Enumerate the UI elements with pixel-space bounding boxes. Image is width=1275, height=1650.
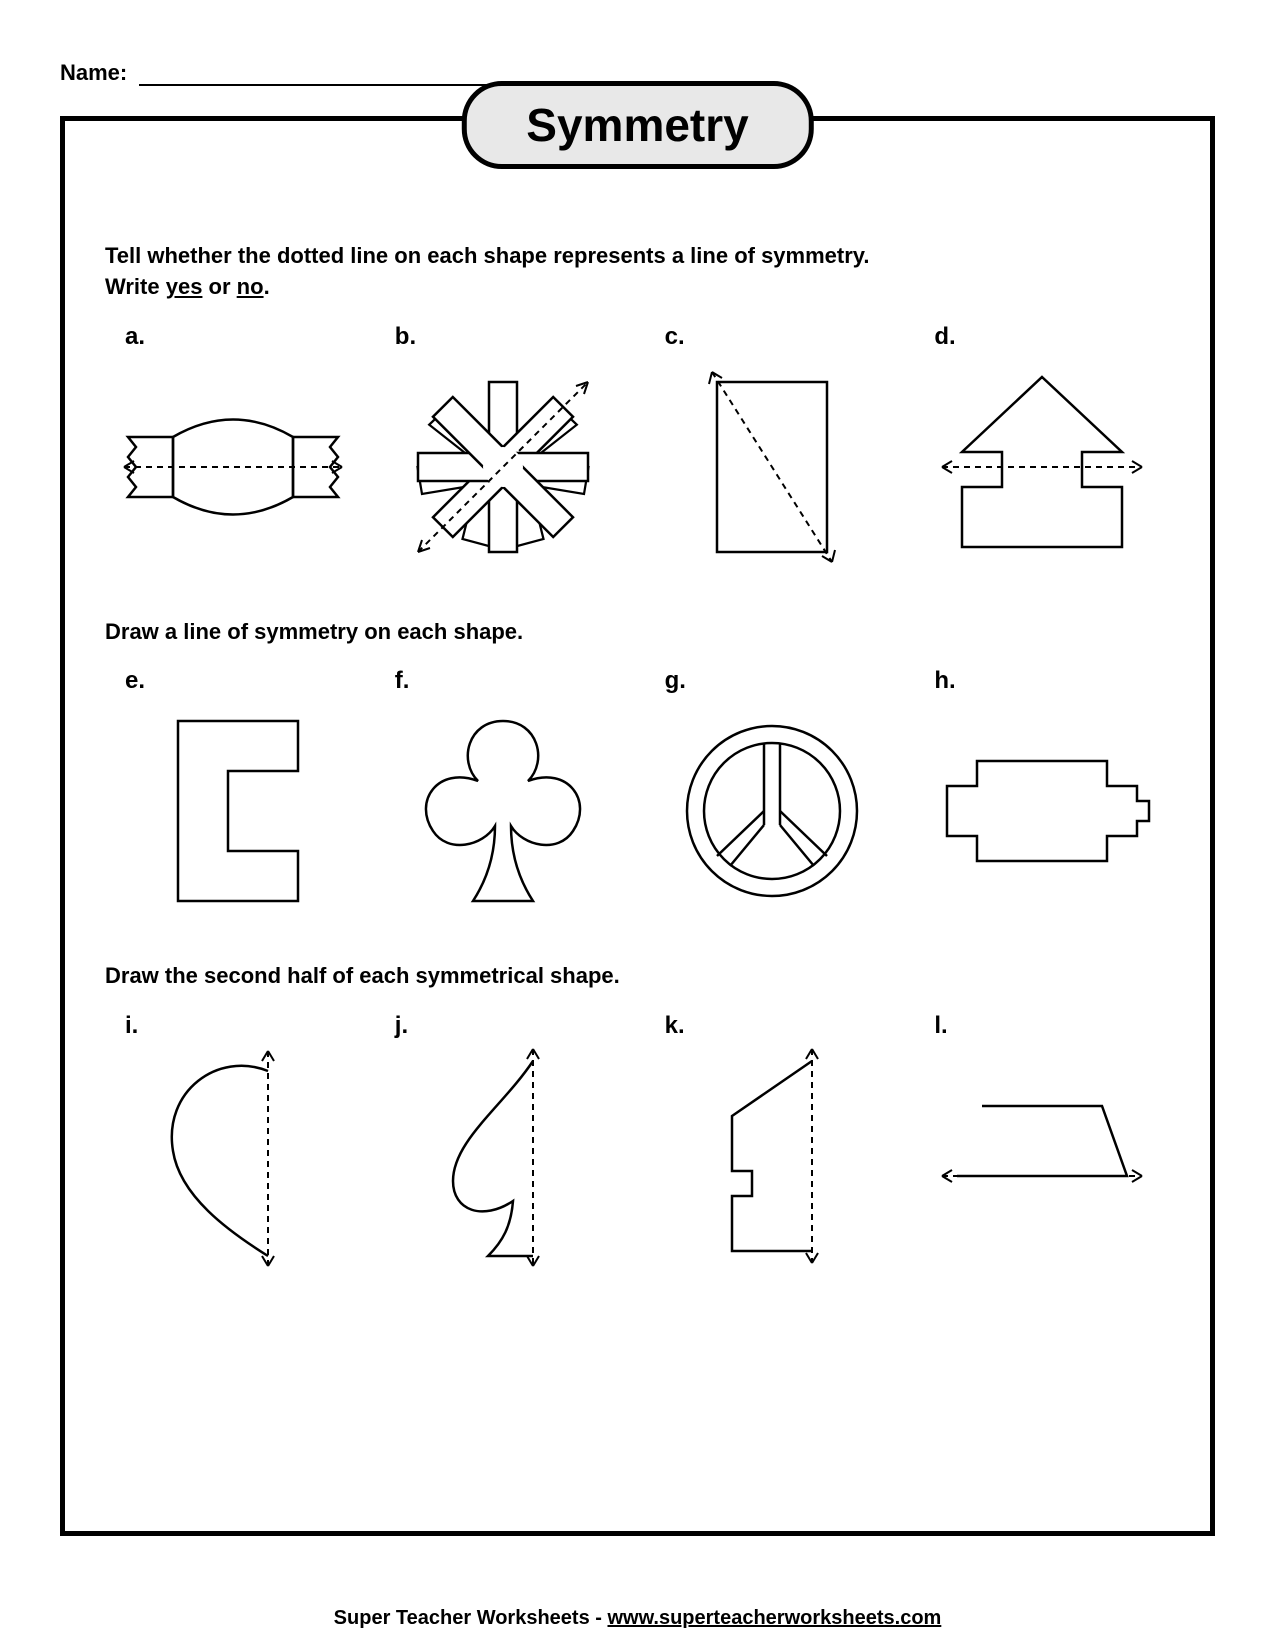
worksheet-page: Name: Symmetry Tell whether the dotted l… [0,0,1275,1650]
shape-e [105,701,361,921]
instruction-1-line1: Tell whether the dotted line on each sha… [105,243,870,268]
name-label: Name: [60,60,127,85]
shape-b [375,357,631,577]
label-h: h. [934,667,955,695]
label-d: d. [934,323,955,351]
footer-text: Super Teacher Worksheets - [334,1607,608,1629]
cell-d: d. [914,323,1170,577]
instruction-1-period: . [264,274,270,299]
shape-j [375,1046,631,1266]
label-a: a. [125,323,145,351]
cell-b: b. [375,323,631,577]
label-i: i. [125,1012,138,1040]
label-e: e. [125,667,145,695]
cell-f: f. [375,667,631,921]
cell-l: l. [914,1012,1170,1266]
cell-i: i. [105,1012,361,1266]
shape-i [105,1046,361,1266]
title-text: Symmetry [526,99,748,151]
label-c: c. [665,323,685,351]
label-k: k. [665,1012,685,1040]
instruction-1-yes: yes [166,274,203,299]
row-3: i. j. [105,1012,1170,1266]
shape-d [914,357,1170,577]
cell-h: h. [914,667,1170,921]
shape-c [645,357,901,577]
title-capsule: Symmetry [461,81,813,169]
cell-k: k. [645,1012,901,1266]
instruction-1-no: no [237,274,264,299]
cell-j: j. [375,1012,631,1266]
footer: Super Teacher Worksheets - www.superteac… [0,1607,1275,1630]
instruction-1-or: or [202,274,236,299]
instruction-1-pre: Write [105,274,166,299]
cell-g: g. [645,667,901,921]
shape-l [914,1046,1170,1266]
label-f: f. [395,667,410,695]
shape-f [375,701,631,921]
shape-h [914,701,1170,921]
cell-e: e. [105,667,361,921]
shape-k [645,1046,901,1266]
name-input-line[interactable] [139,84,539,86]
cell-a: a. [105,323,361,577]
label-b: b. [395,323,416,351]
row-2: e. f. g. [105,667,1170,921]
label-g: g. [665,667,686,695]
footer-link[interactable]: www.superteacherworksheets.com [607,1607,941,1629]
instruction-3-text: Draw the second half of each symmetrical… [105,963,620,988]
row-1: a. [105,323,1170,577]
instruction-3: Draw the second half of each symmetrical… [105,961,1170,992]
shape-a [105,357,361,577]
instruction-2: Draw a line of symmetry on each shape. [105,617,1170,648]
label-j: j. [395,1012,408,1040]
content-frame: Symmetry Tell whether the dotted line on… [60,116,1215,1536]
cell-c: c. [645,323,901,577]
shape-g [645,701,901,921]
label-l: l. [934,1012,947,1040]
instruction-1: Tell whether the dotted line on each sha… [105,241,1170,303]
instruction-2-text: Draw a line of symmetry on each shape. [105,619,523,644]
